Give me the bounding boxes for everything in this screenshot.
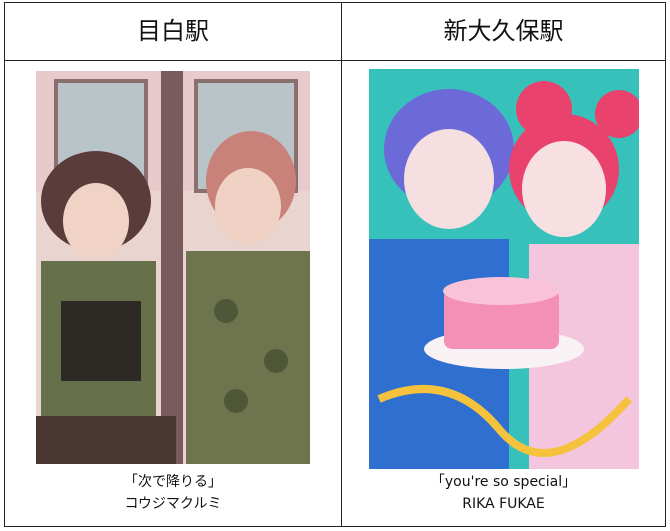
- caption-author: RIKA FUKAE: [462, 496, 545, 512]
- row-divider: [5, 60, 665, 61]
- caption: 「you're so special」 RIKA FUKAE: [342, 471, 665, 515]
- caption-author: コウジマクルミ: [124, 496, 222, 512]
- illustration: [36, 71, 310, 464]
- header-cell: 新大久保駅: [443, 17, 564, 45]
- header-cell: 目白駅: [137, 17, 209, 45]
- table: 目白駅 新大久保駅 「次で降りる」 コウジマクルミ 「you're: [4, 2, 666, 527]
- column-divider: [341, 3, 342, 526]
- caption: 「次で降りる」 コウジマクルミ: [5, 471, 341, 515]
- caption-title: 「次で降りる」: [124, 474, 222, 490]
- illustration: [369, 69, 639, 469]
- caption-title: 「you're so special」: [430, 474, 577, 490]
